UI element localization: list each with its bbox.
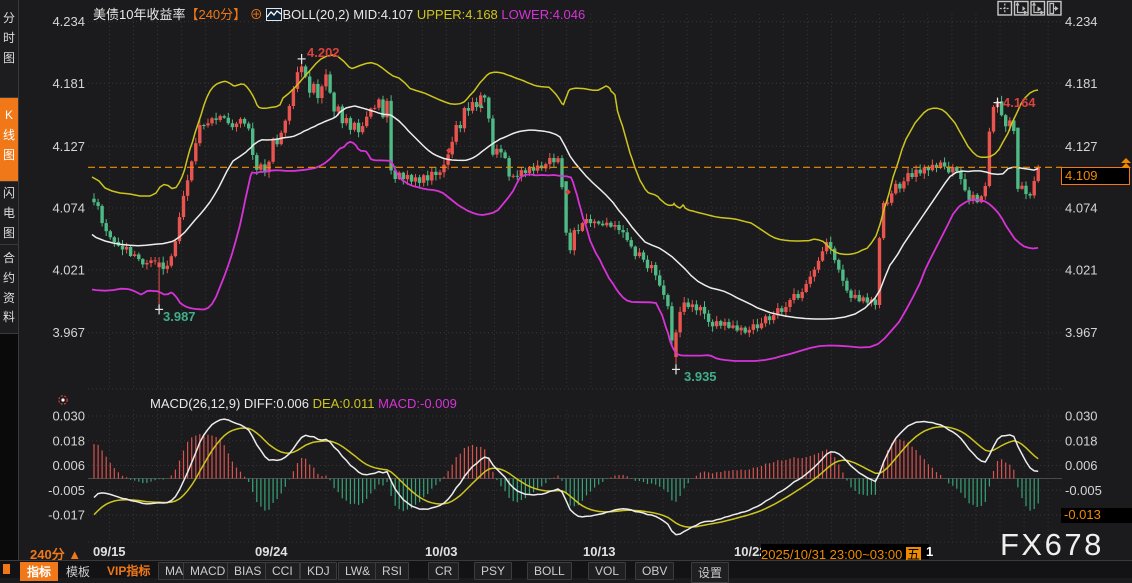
svg-text:4.234: 4.234 (52, 14, 85, 29)
svg-text:0.006: 0.006 (52, 458, 85, 473)
svg-text:4.074: 4.074 (52, 201, 85, 216)
svg-text:0.018: 0.018 (52, 433, 85, 448)
svg-text:4.234: 4.234 (1065, 14, 1098, 29)
svg-text:0.030: 0.030 (52, 409, 85, 424)
svg-text:4.127: 4.127 (52, 139, 85, 154)
svg-text:-0.005: -0.005 (48, 483, 85, 498)
svg-text:3.987: 3.987 (163, 309, 196, 324)
svg-text:4.202: 4.202 (307, 45, 340, 60)
svg-text:3.967: 3.967 (52, 325, 85, 340)
svg-text:4.074: 4.074 (1065, 201, 1098, 216)
svg-text:4.021: 4.021 (52, 262, 85, 277)
svg-text:0.018: 0.018 (1065, 433, 1098, 448)
svg-text:3.967: 3.967 (1065, 325, 1098, 340)
svg-text:0.030: 0.030 (1065, 409, 1098, 424)
svg-text:4.181: 4.181 (52, 76, 85, 91)
svg-text:4.127: 4.127 (1065, 139, 1098, 154)
svg-text:-0.017: -0.017 (48, 508, 85, 523)
svg-text:4.181: 4.181 (1065, 76, 1098, 91)
svg-text:4.164: 4.164 (1003, 95, 1036, 110)
svg-text:3.935: 3.935 (684, 369, 717, 384)
svg-text:-0.005: -0.005 (1065, 483, 1102, 498)
svg-text:4.021: 4.021 (1065, 262, 1098, 277)
svg-text:0.006: 0.006 (1065, 458, 1098, 473)
